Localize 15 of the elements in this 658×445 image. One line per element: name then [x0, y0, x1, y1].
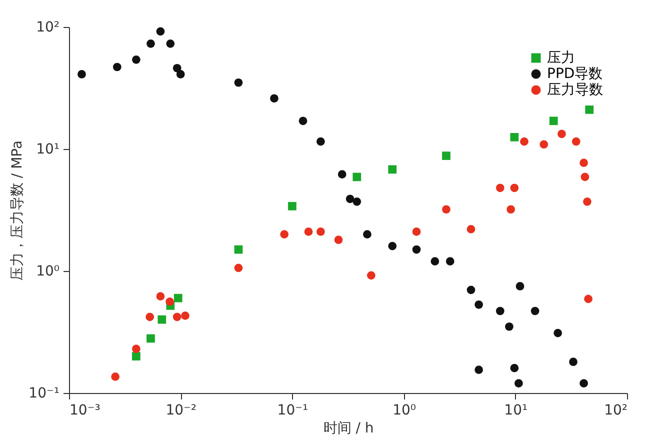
- y-tick-label: 10⁰: [36, 264, 60, 280]
- legend-label: 压力导数: [547, 82, 603, 98]
- y-axis-title: 压力，压力导数 / MPa: [10, 140, 26, 281]
- x-tick-label: 10⁰: [392, 402, 416, 418]
- x-tick-label: 10⁻³: [70, 402, 100, 418]
- x-tick-label: 10⁻²: [166, 402, 197, 418]
- x-tick-label: 10⁻¹: [277, 402, 308, 418]
- legend-label: PPD导数: [547, 66, 603, 82]
- x-tick-label: 10²: [604, 402, 628, 418]
- y-tick-label: 10⁻¹: [28, 386, 60, 402]
- y-tick-label: 10²: [36, 20, 60, 36]
- x-tick-label: 10¹: [504, 402, 528, 418]
- legend-label: 压力: [547, 50, 575, 66]
- x-axis-title: 时间 / h: [323, 420, 374, 436]
- y-tick-label: 10¹: [36, 142, 60, 158]
